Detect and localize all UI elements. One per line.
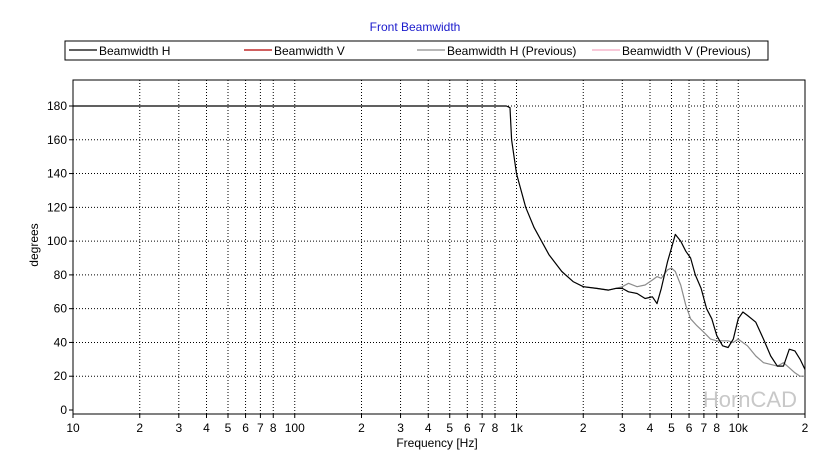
x-tick-label: 5 — [446, 421, 453, 435]
y-tick-labels: 0 20 40 60 80 100 120 140 160 180 — [47, 99, 67, 417]
legend-label: Beamwidth V — [274, 44, 345, 58]
x-tick-label: 8 — [270, 421, 277, 435]
x-tick-label: 7 — [257, 421, 264, 435]
x-tick-label: 2 — [136, 421, 143, 435]
x-tick-label: 6 — [686, 421, 693, 435]
x-tick-label: 7 — [701, 421, 708, 435]
y-tick-label: 140 — [47, 167, 67, 181]
x-tick-label: 4 — [647, 421, 654, 435]
y-tick-label: 100 — [47, 234, 67, 248]
x-tick-label: 8 — [713, 421, 720, 435]
x-tick-label: 2 — [580, 421, 587, 435]
legend-box — [64, 40, 769, 61]
y-tick-label: 80 — [54, 268, 68, 282]
y-tick-label: 120 — [47, 200, 67, 214]
x-tick-label: 8 — [492, 421, 499, 435]
x-tick-label: 100 — [285, 421, 305, 435]
legend-label: Beamwidth H — [99, 44, 170, 58]
horncad-watermark: HornCAD — [703, 387, 797, 412]
x-tick-label: 7 — [479, 421, 486, 435]
x-tick-label: 4 — [425, 421, 432, 435]
x-tick-label: 10k — [729, 421, 749, 435]
y-tick-label: 40 — [54, 335, 68, 349]
x-tick-label: 6 — [242, 421, 249, 435]
legend-label: Beamwidth H (Previous) — [447, 44, 576, 58]
y-tick-label: 0 — [60, 403, 67, 417]
y-tick-label: 180 — [47, 99, 67, 113]
x-tick-label: 3 — [619, 421, 626, 435]
plot-border — [72, 79, 806, 415]
x-tick-label: 2 — [802, 421, 809, 435]
legend-label: Beamwidth V (Previous) — [622, 44, 751, 58]
series-lines — [73, 105, 806, 377]
y-tick-label: 160 — [47, 133, 67, 147]
y-tick-label: 20 — [54, 369, 68, 383]
series-line-beamwidth-h-previous — [583, 267, 805, 377]
chart-title: Front Beamwidth — [370, 20, 461, 34]
x-tick-label: 3 — [397, 421, 404, 435]
x-tick-label: 6 — [464, 421, 471, 435]
x-tick-label: 5 — [225, 421, 232, 435]
y-tick-label: 60 — [54, 302, 68, 316]
x-tick-label: 5 — [668, 421, 675, 435]
x-tick-label: 3 — [175, 421, 182, 435]
x-tick-label: 2 — [358, 421, 365, 435]
x-tick-label: 1k — [510, 421, 524, 435]
y-axis-label: degrees — [27, 223, 41, 266]
legend: Beamwidth H Beamwidth V Beamwidth H (Previ… — [64, 40, 769, 61]
x-tick-label: 10 — [66, 421, 80, 435]
x-axis-label: Frequency [Hz] — [396, 436, 477, 450]
series-line-beamwidth-h — [73, 105, 806, 370]
x-tick-label: 4 — [203, 421, 210, 435]
x-tick-labels: 10 2 3 4 5 6 7 8 100 2 3 4 5 6 7 8 1k 2 3 4 5 6 7 8 10k 2 — [66, 421, 808, 435]
plot-area — [69, 79, 806, 418]
